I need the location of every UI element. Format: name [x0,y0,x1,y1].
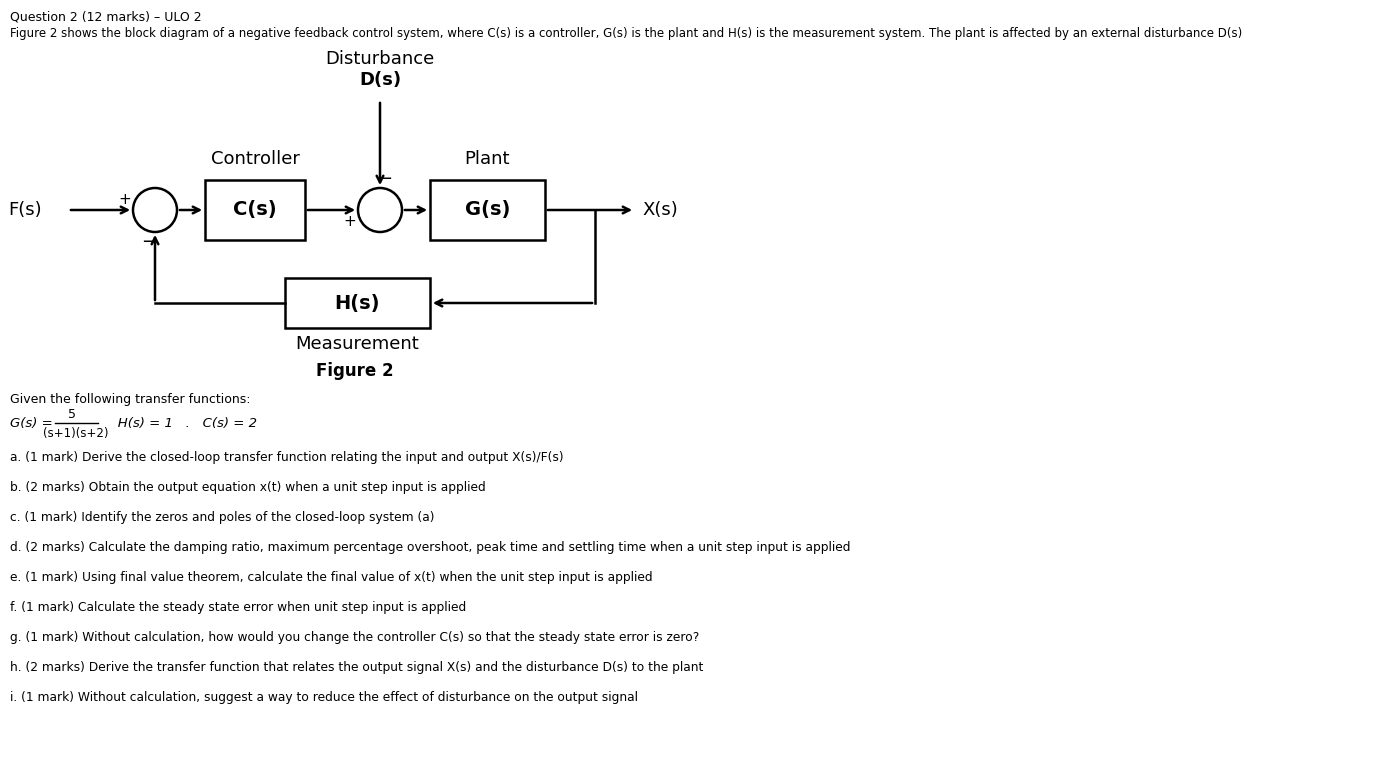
Text: −: − [141,233,156,251]
Text: 5: 5 [68,409,75,422]
Bar [285,278,430,328]
Text: b. (2 marks) Obtain the output equation x(t) when a unit step input is applied: b. (2 marks) Obtain the output equation … [10,481,485,494]
Text: D(s): D(s) [359,71,402,89]
Text: f. (1 mark) Calculate the steady state error when unit step input is applied: f. (1 mark) Calculate the steady state e… [10,601,466,614]
Text: a. (1 mark) Derive the closed-loop transfer function relating the input and outp: a. (1 mark) Derive the closed-loop trans… [10,451,564,464]
Text: Figure 2 shows the block diagram of a negative feedback control system, where C(: Figure 2 shows the block diagram of a ne… [10,27,1243,40]
Text: H(s): H(s) [335,294,381,313]
Text: C(s): C(s) [233,201,276,220]
Text: X(s): X(s) [642,201,678,219]
Bar [430,180,545,240]
Text: G(s): G(s) [465,201,511,220]
Text: +: + [343,213,356,229]
Bar [205,180,306,240]
Text: +: + [119,192,131,207]
Text: F(s): F(s) [8,201,42,219]
Text: G(s) =: G(s) = [10,416,57,429]
Text: c. (1 mark) Identify the zeros and poles of the closed-loop system (a): c. (1 mark) Identify the zeros and poles… [10,511,434,524]
Text: Disturbance: Disturbance [325,50,435,68]
Text: Question 2 (12 marks) – ULO 2: Question 2 (12 marks) – ULO 2 [10,10,202,23]
Text: Plant: Plant [465,150,511,168]
Text: −: − [378,170,392,188]
Text: g. (1 mark) Without calculation, how would you change the controller C(s) so tha: g. (1 mark) Without calculation, how wou… [10,631,699,644]
Text: i. (1 mark) Without calculation, suggest a way to reduce the effect of disturban: i. (1 mark) Without calculation, suggest… [10,691,638,704]
Text: Given the following transfer functions:: Given the following transfer functions: [10,393,251,406]
Text: Measurement: Measurement [296,335,420,353]
Text: e. (1 mark) Using final value theorem, calculate the final value of x(t) when th: e. (1 mark) Using final value theorem, c… [10,571,653,584]
Text: d. (2 marks) Calculate the damping ratio, maximum percentage overshoot, peak tim: d. (2 marks) Calculate the damping ratio… [10,541,851,554]
Text: H(s) = 1   .   C(s) = 2: H(s) = 1 . C(s) = 2 [105,416,257,429]
Text: (s+1)(s+2): (s+1)(s+2) [43,426,109,440]
Text: Controller: Controller [211,150,300,168]
Text: Figure 2: Figure 2 [317,362,393,380]
Text: h. (2 marks) Derive the transfer function that relates the output signal X(s) an: h. (2 marks) Derive the transfer functio… [10,661,703,674]
